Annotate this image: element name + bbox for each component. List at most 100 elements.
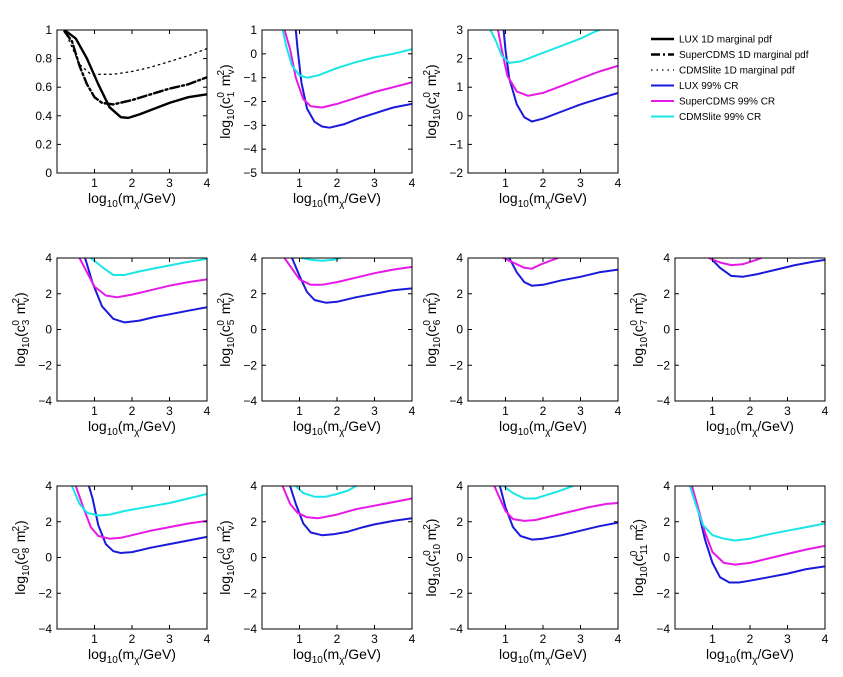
series-line-supercdms-99-cr: [74, 486, 207, 540]
y-tick-label: 2: [45, 287, 52, 301]
x-tick-label: 2: [540, 176, 547, 190]
panel-c11: 1 2 3 4 −4 −2 0 2 4 log10(mχ/GeV) log10(c110 mv2): [629, 479, 829, 666]
series-line-cdmslite-99-cr: [489, 30, 601, 64]
x-tick-label: 1: [502, 404, 509, 418]
series-line-cdmslite-99-cr: [281, 30, 412, 79]
y-tick-label: −2: [656, 586, 670, 600]
series-line-supercdms-99-cr: [493, 486, 618, 522]
x-tick-label: 3: [371, 404, 378, 418]
y-tick-label: 1: [45, 23, 52, 37]
x-tick-label: 1: [502, 176, 509, 190]
x-axis-label: log10(mχ/GeV): [88, 190, 176, 210]
series-line-cdmslite-99-cr: [89, 258, 207, 276]
y-tick-label: 0.8: [35, 52, 52, 66]
y-tick-label: −4: [243, 622, 257, 636]
y-tick-label: 3: [456, 23, 463, 37]
x-tick-label: 4: [822, 404, 829, 418]
x-tick-label: 1: [296, 176, 303, 190]
y-tick-label: 4: [45, 479, 52, 493]
x-tick-label: 2: [129, 632, 136, 646]
axes-box: [467, 485, 619, 630]
axes-box: [261, 29, 413, 174]
y-tick-label: −2: [38, 358, 52, 372]
y-axis-label: log10(c110 mv2): [629, 519, 650, 596]
y-tick-label: 0: [663, 551, 670, 565]
series-line-cdmslite-1d-marginal-pdf: [63, 30, 207, 75]
x-tick-label: 4: [409, 632, 416, 646]
axes-box: [467, 29, 619, 174]
series-line-lux-99-cr: [289, 486, 412, 537]
series-line-lux-99-cr: [84, 258, 207, 324]
y-tick-label: −5: [243, 166, 257, 180]
x-axis-label: log10(mχ/GeV): [499, 646, 587, 666]
series-line-cdmslite-99-cr: [689, 486, 825, 542]
y-tick-label: 2: [456, 515, 463, 529]
y-axis-label: log10(c100 mv2): [422, 519, 443, 597]
series-line-cdmslite-99-cr: [300, 258, 342, 262]
series-line-supercdms-99-cr: [283, 258, 412, 286]
legend: LUX 1D marginal pdf SuperCDMS 1D marginal…: [651, 35, 809, 123]
x-tick-label: 4: [409, 176, 416, 190]
y-tick-label: 0: [250, 47, 257, 61]
axes-box: [56, 257, 208, 402]
y-tick-label: −2: [243, 358, 257, 372]
panel-c8: 1 2 3 4 −4 −2 0 2 4 log10(mχ/GeV) log10(c80 mv2): [11, 479, 211, 666]
y-tick-label: 0.6: [35, 80, 52, 94]
axes-box: [467, 257, 619, 402]
y-axis-label: log10(c70 mv2): [629, 292, 650, 366]
y-tick-label: 0: [456, 323, 463, 337]
x-tick-label: 4: [615, 404, 622, 418]
axes-box: [56, 29, 208, 174]
x-tick-label: 3: [371, 632, 378, 646]
y-tick-label: 4: [663, 479, 670, 493]
y-axis-label: log10(c90 mv2): [216, 520, 237, 594]
x-tick-label: 3: [784, 404, 791, 418]
y-tick-label: −2: [243, 586, 257, 600]
series-line-supercdms-1d-marginal-pdf: [63, 30, 207, 106]
legend-label: SuperCDMS 99% CR: [679, 97, 775, 108]
panel-c6: 1 2 3 4 −4 −2 0 2 4 log10(mχ/GeV) log10(c60 mv2): [422, 251, 622, 438]
y-tick-label: −4: [449, 622, 463, 636]
x-tick-label: 1: [296, 404, 303, 418]
series-line-lux-99-cr: [291, 258, 412, 304]
panel-c9: 1 2 3 4 −4 −2 0 2 4 log10(mχ/GeV) log10(c90 mv2): [216, 479, 416, 666]
y-tick-label: −3: [243, 118, 257, 132]
y-tick-label: 2: [456, 52, 463, 66]
y-tick-label: 4: [45, 251, 52, 265]
x-tick-label: 2: [334, 632, 341, 646]
series-line-lux-99-cr: [502, 30, 618, 123]
y-tick-label: −2: [656, 358, 670, 372]
y-tick-label: −2: [449, 166, 463, 180]
legend-label: CDMSlite 1D marginal pdf: [679, 66, 795, 77]
y-tick-label: 4: [250, 479, 257, 493]
series-line-supercdms-99-cr: [690, 486, 825, 566]
axes-box: [261, 257, 413, 402]
y-tick-label: −1: [243, 71, 257, 85]
y-tick-label: 1: [456, 80, 463, 94]
x-tick-label: 3: [577, 632, 584, 646]
series-line-supercdms-99-cr: [707, 258, 763, 267]
y-tick-label: 0: [456, 109, 463, 123]
y-tick-label: 0.2: [35, 137, 52, 151]
series-line-lux-99-cr: [690, 486, 825, 584]
series-line-lux-1d-marginal-pdf: [63, 30, 207, 120]
x-tick-label: 1: [91, 176, 98, 190]
legend-label: CDMSlite 99% CR: [679, 112, 761, 123]
series-line-lux-99-cr: [87, 486, 207, 554]
x-tick-label: 2: [334, 404, 341, 418]
y-tick-label: −2: [38, 586, 52, 600]
x-tick-label: 2: [129, 404, 136, 418]
x-tick-label: 1: [502, 632, 509, 646]
x-tick-label: 1: [709, 404, 716, 418]
y-tick-label: 0: [45, 551, 52, 565]
y-tick-label: 0: [250, 551, 257, 565]
x-tick-label: 3: [166, 632, 173, 646]
x-tick-label: 4: [204, 176, 211, 190]
y-tick-label: 2: [456, 287, 463, 301]
y-tick-label: 1: [250, 23, 257, 37]
y-tick-label: −2: [449, 586, 463, 600]
x-tick-label: 1: [91, 632, 98, 646]
x-tick-label: 2: [747, 632, 754, 646]
